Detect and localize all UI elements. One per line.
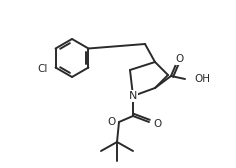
Text: N: N [129,91,137,101]
Text: O: O [108,117,116,127]
Text: OH: OH [194,74,210,84]
Text: Cl: Cl [37,65,47,74]
Text: O: O [153,119,161,129]
Text: O: O [176,54,184,64]
